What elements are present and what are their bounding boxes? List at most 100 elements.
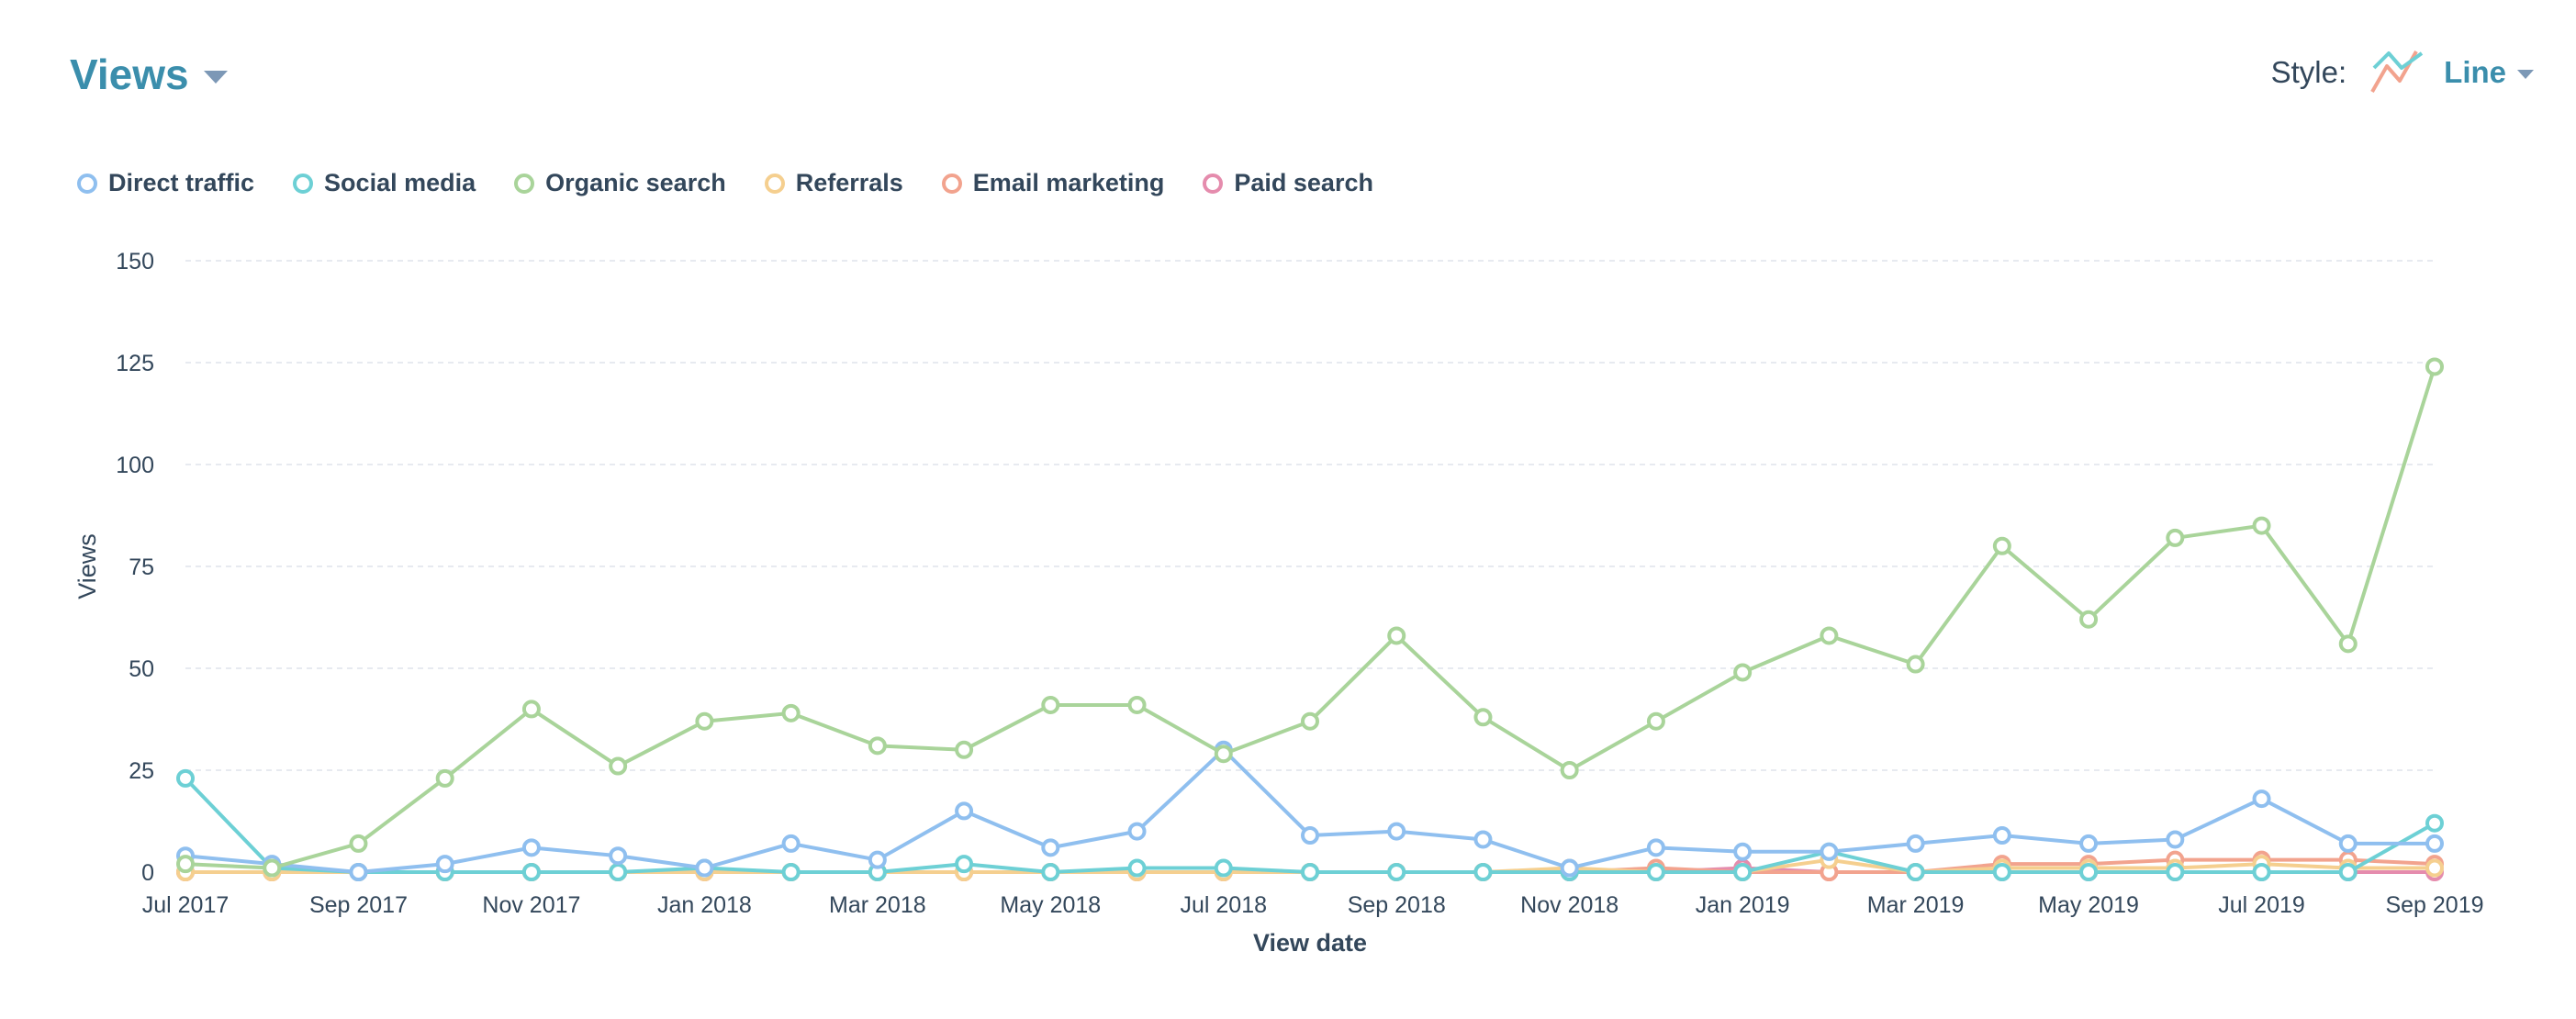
style-value[interactable]: Line [2444, 55, 2506, 89]
data-point[interactable] [2252, 863, 2271, 881]
data-point[interactable] [1820, 842, 1839, 861]
data-point[interactable] [1301, 863, 1319, 881]
data-point[interactable] [2079, 834, 2099, 853]
data-point[interactable] [521, 863, 541, 881]
data-point[interactable] [1301, 711, 1319, 731]
chevron-down-icon[interactable] [203, 71, 228, 84]
data-point[interactable] [1127, 695, 1147, 714]
chevron-down-icon[interactable] [2517, 70, 2534, 79]
data-point[interactable] [1646, 863, 1665, 881]
data-point[interactable] [1387, 863, 1406, 881]
data-point[interactable] [1127, 858, 1147, 878]
data-point[interactable] [868, 736, 887, 756]
data-point[interactable] [1387, 626, 1406, 645]
data-point[interactable] [868, 850, 887, 869]
data-point[interactable] [2425, 813, 2444, 833]
data-point[interactable] [1560, 858, 1579, 878]
data-point[interactable] [1992, 863, 2011, 881]
data-point[interactable] [1646, 711, 1665, 731]
data-point[interactable] [176, 855, 195, 874]
data-point[interactable] [781, 703, 801, 722]
x-tick-label: Sep 2017 [309, 892, 408, 918]
legend-label: Social media [324, 169, 476, 196]
data-point[interactable] [263, 858, 282, 878]
data-point[interactable] [2079, 610, 2099, 629]
data-point[interactable] [1646, 838, 1665, 857]
legend-item[interactable]: Email marketing [941, 169, 1164, 197]
data-point[interactable] [955, 740, 974, 759]
data-point[interactable] [1041, 838, 1060, 857]
series-organic-search [176, 357, 2444, 878]
data-point[interactable] [2425, 858, 2444, 878]
data-point[interactable] [1473, 830, 1493, 849]
legend-item[interactable]: Paid search [1203, 169, 1373, 197]
chart-title[interactable]: Views [70, 50, 189, 98]
data-point[interactable] [1820, 626, 1839, 645]
x-tick-label: Sep 2018 [1348, 892, 1446, 918]
data-point[interactable] [2425, 834, 2444, 853]
legend-marker-icon [764, 173, 785, 194]
chart-header: Views [70, 50, 228, 99]
y-tick-label: 125 [116, 351, 154, 376]
y-tick-label: 0 [141, 860, 154, 886]
data-point[interactable] [1214, 745, 1233, 764]
data-point[interactable] [1906, 863, 1925, 881]
data-point[interactable] [521, 838, 541, 857]
data-point[interactable] [1387, 822, 1406, 841]
data-point[interactable] [609, 863, 628, 881]
data-point[interactable] [1473, 863, 1493, 881]
data-point[interactable] [695, 711, 714, 731]
x-tick-label: Jul 2017 [142, 892, 230, 918]
series-lines [176, 357, 2444, 881]
data-point[interactable] [1906, 655, 1925, 674]
y-axis-ticks: 0 25 50 75 100 125 150 [116, 249, 154, 886]
data-point[interactable] [1733, 842, 1753, 861]
x-tick-label: May 2018 [1000, 892, 1101, 918]
data-point[interactable] [2166, 528, 2185, 547]
data-point[interactable] [2166, 863, 2185, 881]
legend-item[interactable]: Organic search [514, 169, 726, 197]
legend-item[interactable]: Referrals [764, 169, 903, 197]
data-point[interactable] [1992, 536, 2011, 555]
data-point[interactable] [2338, 863, 2358, 881]
data-point[interactable] [435, 768, 454, 788]
data-point[interactable] [2252, 516, 2271, 535]
data-point[interactable] [349, 834, 368, 853]
y-axis-label: Views [73, 533, 101, 599]
data-point[interactable] [609, 756, 628, 776]
data-point[interactable] [781, 834, 801, 853]
data-point[interactable] [2079, 863, 2099, 881]
data-point[interactable] [2166, 830, 2185, 849]
data-point[interactable] [176, 768, 195, 788]
data-point[interactable] [1041, 863, 1060, 881]
legend-item[interactable]: Social media [293, 169, 476, 197]
data-point[interactable] [1992, 826, 2011, 845]
data-point[interactable] [435, 855, 454, 874]
data-point[interactable] [695, 858, 714, 878]
data-point[interactable] [1473, 708, 1493, 727]
style-selector[interactable]: Style: Line [2271, 48, 2534, 97]
data-point[interactable] [1733, 863, 1753, 881]
data-point[interactable] [609, 846, 628, 866]
style-label: Style: [2270, 55, 2347, 89]
series-direct-traffic [176, 740, 2444, 881]
data-point[interactable] [521, 700, 541, 719]
data-point[interactable] [2338, 834, 2358, 853]
data-point[interactable] [2252, 789, 2271, 809]
data-point[interactable] [1560, 761, 1579, 779]
data-point[interactable] [349, 863, 368, 881]
data-point[interactable] [955, 855, 974, 874]
data-point[interactable] [1127, 822, 1147, 841]
data-point[interactable] [2338, 634, 2358, 654]
data-point[interactable] [1733, 663, 1753, 682]
x-tick-label: Mar 2018 [829, 892, 926, 918]
data-point[interactable] [1041, 695, 1060, 714]
data-point[interactable] [955, 801, 974, 821]
y-tick-label: 50 [129, 656, 154, 682]
data-point[interactable] [1906, 834, 1925, 853]
legend-item[interactable]: Direct traffic [77, 169, 254, 197]
data-point[interactable] [2425, 357, 2444, 376]
data-point[interactable] [1214, 858, 1233, 878]
data-point[interactable] [781, 863, 801, 881]
data-point[interactable] [1301, 826, 1319, 845]
